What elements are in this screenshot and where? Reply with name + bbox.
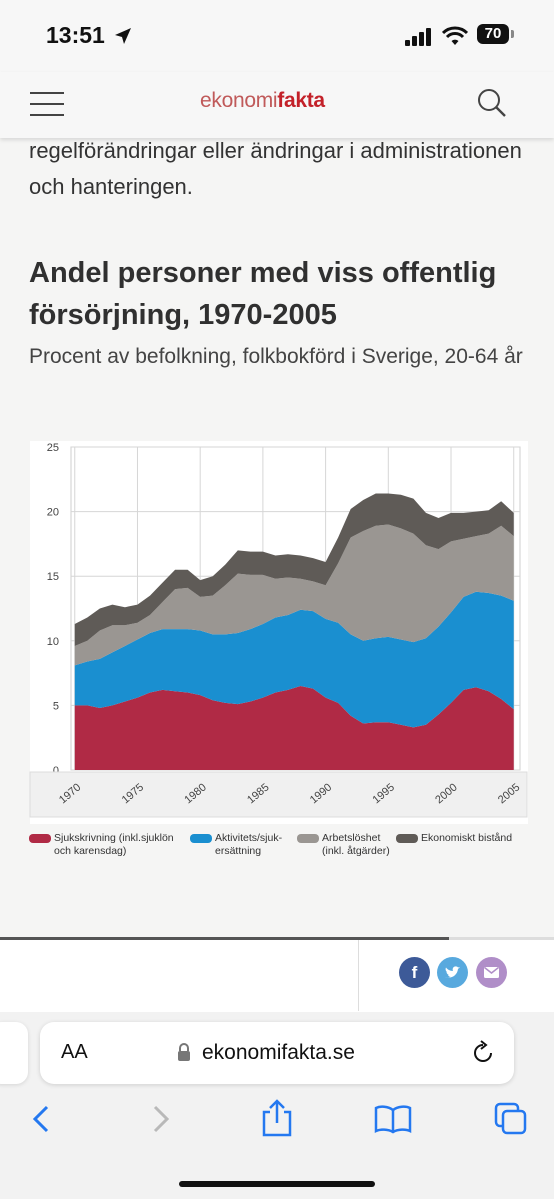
legend-label: Aktivitets/sjuk- ersättning <box>215 832 283 857</box>
status-time: 13:51 <box>46 22 105 48</box>
battery-tip <box>511 30 514 38</box>
legend-swatch <box>29 834 51 843</box>
share-divider <box>358 940 359 1011</box>
share-icon[interactable] <box>260 1098 294 1138</box>
reading-progress-bar <box>0 937 449 940</box>
cellular-signal-icon <box>405 28 431 46</box>
y-tick-label: 0 <box>53 765 59 777</box>
area-series-4 <box>74 493 514 646</box>
logo-regular: ekonomi <box>200 89 278 112</box>
chart-subheading: Procent av befolkning, folkbokförd i Sve… <box>29 345 523 368</box>
site-header: ekonomifakta <box>0 72 554 138</box>
legend-label: Sjukskrivning (inkl.sjuklön och karensda… <box>54 832 174 857</box>
text-size-button[interactable]: AA <box>61 1041 88 1063</box>
lock-icon <box>178 1043 190 1061</box>
legend-swatch <box>297 834 319 843</box>
y-tick-label: 15 <box>47 571 59 583</box>
address-bar[interactable]: AA ekonomifakta.se <box>40 1022 514 1084</box>
share-bar <box>0 937 554 1013</box>
logo-bold: fakta <box>277 89 325 112</box>
back-icon[interactable] <box>30 1104 52 1134</box>
battery-icon: 70 <box>477 24 509 44</box>
reload-icon[interactable] <box>470 1040 496 1066</box>
y-tick-label: 20 <box>47 507 59 519</box>
previous-tab-preview[interactable] <box>0 1022 28 1084</box>
chart-legend: Sjukskrivning (inkl.sjuklön och karensda… <box>29 832 539 872</box>
menu-icon[interactable] <box>30 90 64 118</box>
url-text: ekonomifakta.se <box>202 1041 355 1064</box>
area-series-1 <box>74 686 514 770</box>
x-axis-band <box>29 771 528 818</box>
legend-label: Ekonomiskt bistånd <box>421 832 513 844</box>
twitter-icon[interactable] <box>437 957 468 988</box>
y-tick-label: 10 <box>47 636 59 648</box>
search-icon[interactable] <box>477 88 507 118</box>
facebook-icon[interactable]: f <box>399 957 430 988</box>
bookmarks-icon[interactable] <box>374 1104 412 1134</box>
home-indicator <box>179 1181 375 1187</box>
location-arrow-icon <box>115 28 131 44</box>
area-series-2 <box>74 591 514 728</box>
wifi-icon <box>442 26 468 45</box>
y-tick-label: 25 <box>47 442 59 454</box>
area-series-3 <box>74 524 514 666</box>
site-logo[interactable]: ekonomifakta <box>200 89 325 113</box>
y-tick-label: 5 <box>53 700 59 712</box>
legend-swatch <box>396 834 418 843</box>
legend-label: Arbetslöshet (inkl. åtgärder) <box>322 832 390 857</box>
legend-swatch <box>190 834 212 843</box>
article-body-text: regelförändringar eller ändringar i admi… <box>29 138 522 199</box>
status-bar: 13:51 70 <box>0 0 554 72</box>
forward-icon[interactable] <box>150 1104 172 1134</box>
email-icon[interactable] <box>476 957 507 988</box>
chart-heading: Andel personer med viss offentlig försör… <box>29 257 497 331</box>
tabs-icon[interactable] <box>494 1102 528 1136</box>
